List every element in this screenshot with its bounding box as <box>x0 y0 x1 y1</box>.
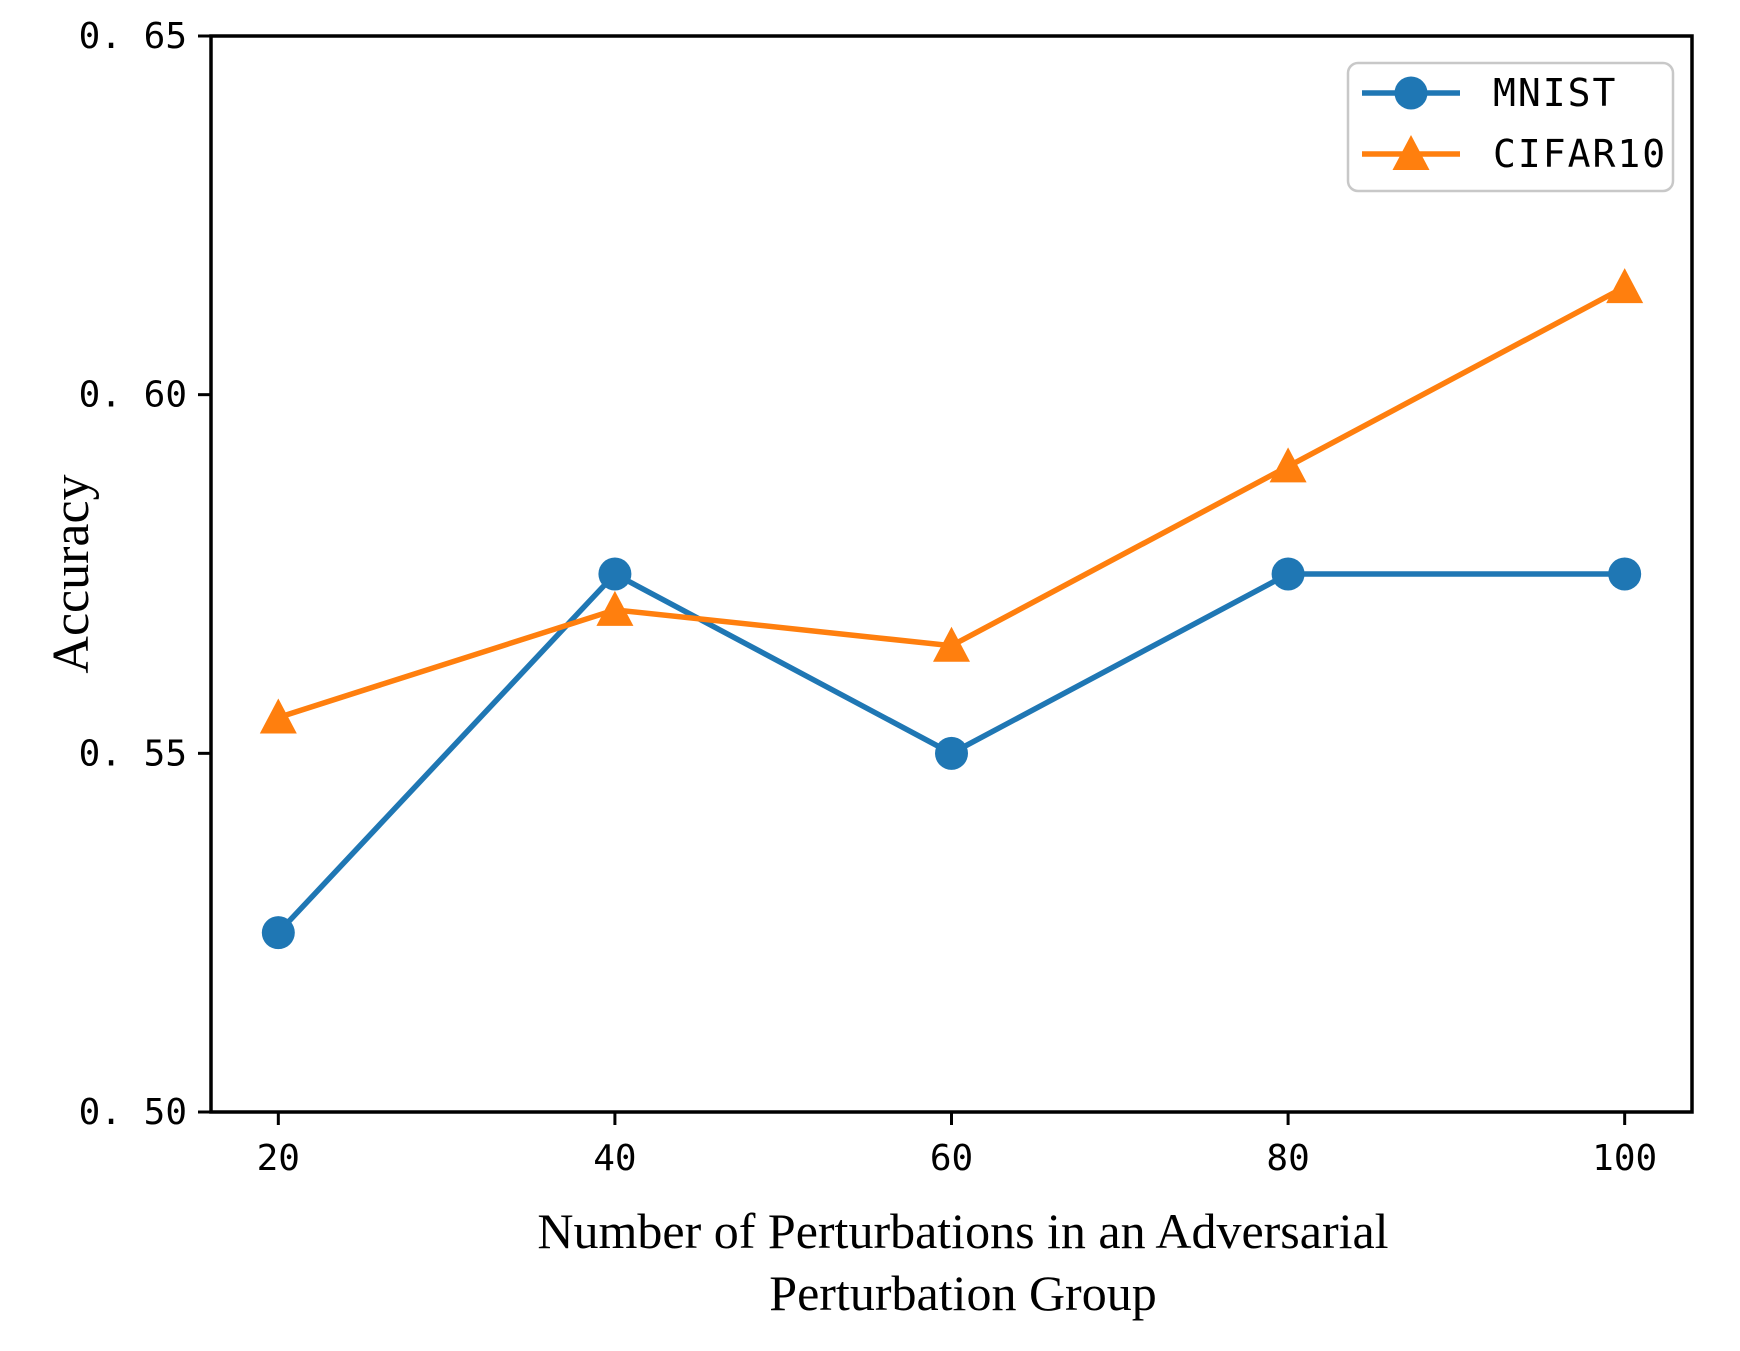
x-tick-label: 40 <box>593 1138 636 1179</box>
legend-label-cifar10: CIFAR10 <box>1493 132 1667 176</box>
cifar10-marker <box>1269 447 1307 483</box>
x-tick-label: 60 <box>930 1138 973 1179</box>
y-axis-label: Accuracy <box>43 474 100 673</box>
legend-marker-triangle-icon <box>1392 135 1430 170</box>
x-tick-label: 100 <box>1592 1138 1657 1179</box>
mnist-marker <box>1271 557 1305 591</box>
legend-label-mnist: MNIST <box>1493 71 1617 115</box>
x-axis-label-line1: Number of Perturbations in an Adversaria… <box>537 1203 1388 1259</box>
cifar10-marker <box>1606 268 1644 304</box>
mnist-marker <box>598 557 632 591</box>
cifar10-marker <box>933 626 970 662</box>
plot-layer: 20 40 60 80 100 0. 50 0. 55 0. 60 0. 65 <box>79 16 1694 1179</box>
mnist-marker <box>935 736 968 770</box>
mnist-marker <box>1608 557 1642 591</box>
y-tick-label: 0. 65 <box>79 16 187 57</box>
axes-frame <box>209 34 1694 1114</box>
x-tick-label: 80 <box>1266 1138 1309 1179</box>
cifar10-marker <box>259 698 297 734</box>
y-tick-label: 0. 60 <box>79 375 187 416</box>
legend-marker-circle-icon <box>1394 76 1428 110</box>
cifar10-marker <box>596 590 634 626</box>
y-tick-label: 0. 50 <box>79 1092 187 1133</box>
x-tick-label: 20 <box>257 1138 300 1179</box>
x-axis-label-line2: Perturbation Group <box>769 1265 1156 1321</box>
y-tick-label: 0. 55 <box>79 733 187 774</box>
legend: MNIST CIFAR10 <box>1346 61 1675 193</box>
mnist-marker <box>261 916 295 950</box>
